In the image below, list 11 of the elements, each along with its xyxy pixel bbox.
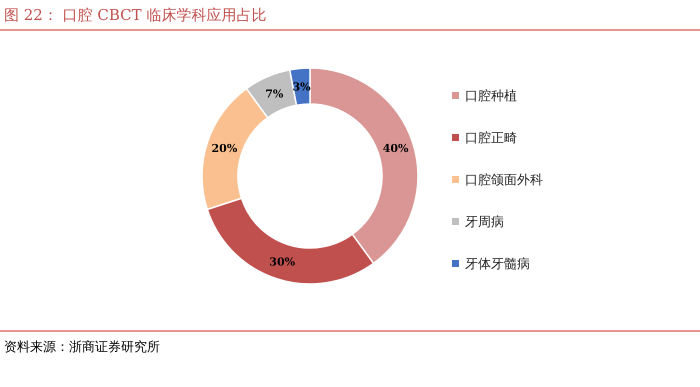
- legend-label: 牙周病: [465, 215, 504, 230]
- legend-label: 口腔种植: [465, 89, 517, 104]
- legend-label: 口腔正畸: [465, 131, 517, 146]
- legend-label: 牙体牙髓病: [465, 257, 530, 272]
- data-label: 30%: [269, 256, 296, 269]
- data-label: 7%: [265, 87, 284, 100]
- data-label: 40%: [382, 142, 410, 156]
- text: 资料来源：浙商证券研究所: [4, 340, 160, 355]
- chart-title: 图 22： 口腔 CBCT 临床学科应用占比: [4, 6, 266, 24]
- data-label: 20%: [212, 142, 238, 156]
- legend-label: 口腔颌面外科: [465, 173, 543, 188]
